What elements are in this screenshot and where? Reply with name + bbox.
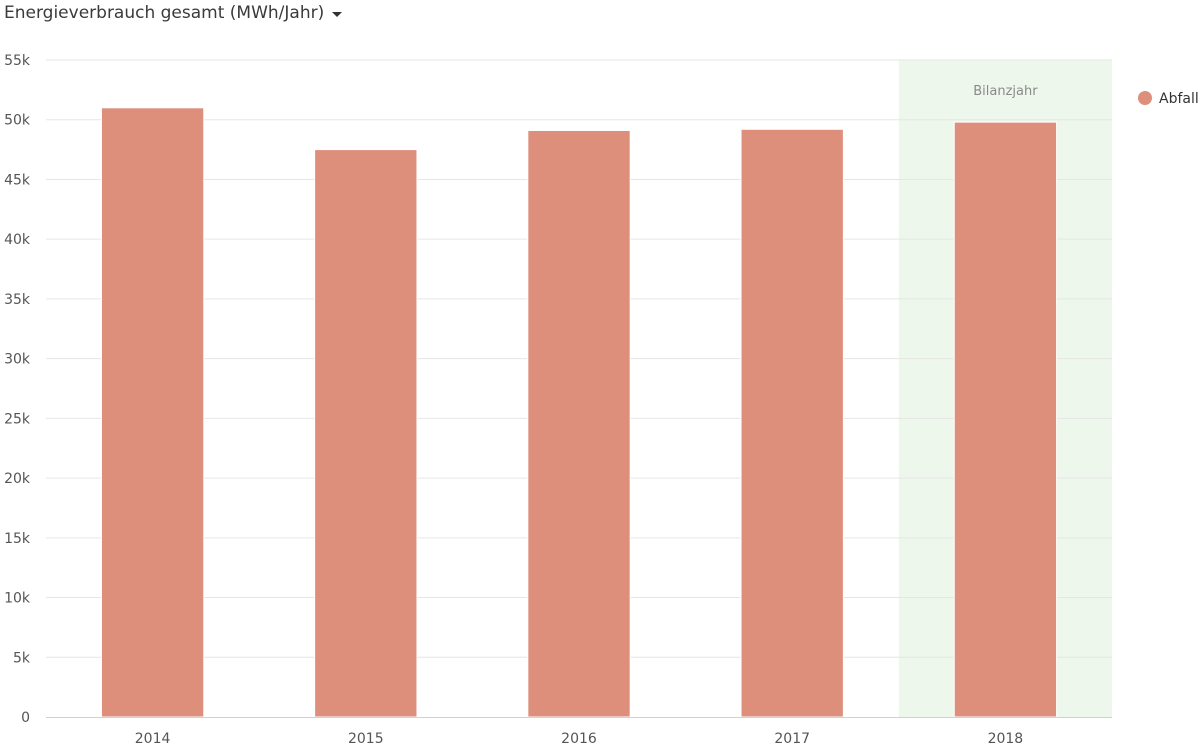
y-tick-label: 35k — [4, 292, 31, 308]
bar-2015[interactable] — [314, 149, 418, 718]
legend-label: Abfall — [1159, 91, 1199, 107]
x-tick-label: 2016 — [561, 731, 597, 746]
bar-2017[interactable] — [740, 128, 844, 718]
y-tick-label: 45k — [4, 172, 31, 188]
y-tick-label: 30k — [4, 352, 31, 368]
y-tick-label: 50k — [4, 113, 31, 129]
x-tick-label: 2014 — [135, 731, 171, 746]
chart-title: Energieverbrauch gesamt (MWh/Jahr) — [4, 3, 325, 23]
caret-down-icon[interactable] — [332, 11, 343, 17]
y-tick-label: 10k — [4, 591, 31, 607]
y-tick-label: 55k — [4, 53, 31, 69]
highlight-band-label: Bilanzjahr — [973, 84, 1038, 99]
x-tick-label: 2015 — [348, 731, 384, 746]
bar-2014[interactable] — [100, 107, 205, 718]
y-tick-label: 0 — [21, 710, 30, 726]
y-tick-label: 20k — [4, 471, 31, 487]
y-tick-label: 25k — [4, 411, 31, 427]
y-tick-label: 15k — [4, 531, 31, 547]
legend-item-abfall[interactable]: Abfall — [1138, 91, 1199, 107]
y-tick-label: 40k — [4, 232, 31, 248]
x-tick-label: 2018 — [988, 731, 1024, 746]
x-tick-label: 2017 — [774, 731, 810, 746]
y-tick-label: 5k — [13, 650, 31, 666]
legend-marker — [1138, 91, 1152, 105]
bar-2016[interactable] — [527, 129, 631, 718]
bar-2018[interactable] — [953, 121, 1058, 718]
chart-title-dropdown[interactable]: Energieverbrauch gesamt (MWh/Jahr) — [4, 0, 343, 26]
